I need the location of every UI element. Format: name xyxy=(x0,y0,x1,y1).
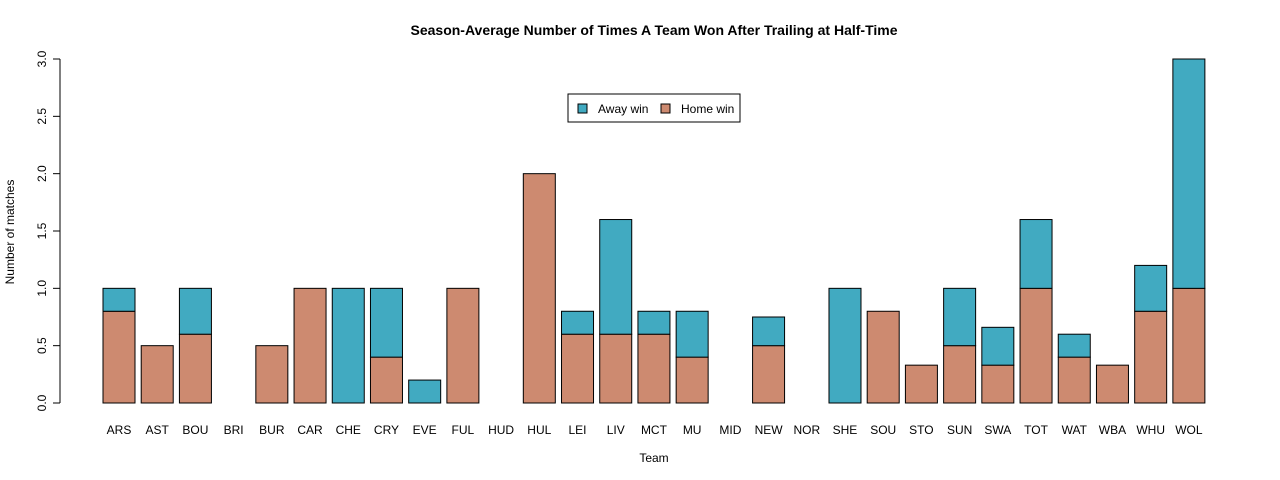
x-tick-label-ast: AST xyxy=(146,423,170,437)
x-tick-label-she: SHE xyxy=(833,423,858,437)
x-tick-label-mu: MU xyxy=(683,423,702,437)
bar-away-win-new xyxy=(752,316,786,347)
bar-away-win-swa xyxy=(981,326,1015,366)
bar-home-win-wba xyxy=(1095,364,1129,404)
bar-away-win-lei xyxy=(561,310,595,335)
y-tick-label: 2.5 xyxy=(35,108,49,125)
x-tick-label-mid: MID xyxy=(719,423,741,437)
bar-away-win-sun xyxy=(943,287,977,347)
x-tick-labels: ARS AST BOU BRI BUR CAR CHE CRY EVE FUL HUD HUL LEI L… xyxy=(107,423,1203,437)
x-tick-label-wol: WOL xyxy=(1175,423,1203,437)
x-tick-label-ars: ARS xyxy=(107,423,132,437)
bar-away-win-whu xyxy=(1134,264,1168,312)
y-tick-label: 2.0 xyxy=(35,165,49,182)
x-tick-label-hul: HUL xyxy=(527,423,551,437)
x-tick-label-lei: LEI xyxy=(569,423,587,437)
bars-group xyxy=(102,58,1206,404)
bar-home-win-bou xyxy=(178,333,212,404)
x-tick-label-cry: CRY xyxy=(374,423,399,437)
y-axis: 0.0 0.5 1.0 1.5 2.0 2.5 3.0 xyxy=(35,50,61,411)
bar-away-win-bou xyxy=(178,287,212,335)
x-tick-label-swa: SWA xyxy=(984,423,1011,437)
y-tick-label: 0.5 xyxy=(35,337,49,354)
legend: Away win Home win xyxy=(567,93,741,123)
x-tick-label-wat: WAT xyxy=(1062,423,1088,437)
x-tick-label-sou: SOU xyxy=(870,423,896,437)
bar-away-win-cry xyxy=(369,287,403,358)
x-tick-label-bri: BRI xyxy=(224,423,244,437)
bar-away-win-che xyxy=(331,287,365,404)
bar-away-win-she xyxy=(828,287,862,404)
y-tick-label: 0.0 xyxy=(35,394,49,411)
x-tick-label-bou: BOU xyxy=(182,423,208,437)
bar-home-win-wat xyxy=(1057,356,1091,404)
x-tick-label-whu: WHU xyxy=(1136,423,1165,437)
bar-home-win-whu xyxy=(1134,310,1168,404)
bar-away-win-mu xyxy=(675,310,709,358)
bar-home-win-bur xyxy=(255,345,289,404)
bar-home-win-ast xyxy=(140,345,174,404)
y-tick-label: 3.0 xyxy=(35,50,49,67)
x-tick-label-tot: TOT xyxy=(1024,423,1048,437)
bar-away-win-wol xyxy=(1172,58,1206,289)
bar-home-win-swa xyxy=(981,364,1015,404)
legend-swatch-away-win xyxy=(577,103,588,114)
x-tick-label-nor: NOR xyxy=(793,423,820,437)
x-tick-label-bur: BUR xyxy=(259,423,285,437)
y-tick-label: 1.0 xyxy=(35,280,49,297)
x-tick-label-eve: EVE xyxy=(413,423,437,437)
bar-away-win-ars xyxy=(102,287,136,312)
bar-home-win-lei xyxy=(561,333,595,404)
x-tick-label-new: NEW xyxy=(755,423,784,437)
bar-home-win-wol xyxy=(1172,287,1206,404)
bar-home-win-mct xyxy=(637,333,671,404)
legend-label-away-win: Away win xyxy=(598,102,648,116)
bar-home-win-sto xyxy=(904,364,938,404)
bar-home-win-sou xyxy=(866,310,900,404)
bar-home-win-new xyxy=(752,345,786,404)
bar-home-win-car xyxy=(293,287,327,404)
x-tick-label-ful: FUL xyxy=(452,423,475,437)
bar-home-win-tot xyxy=(1019,287,1053,404)
bar-away-win-wat xyxy=(1057,333,1091,358)
bar-home-win-mu xyxy=(675,356,709,404)
y-axis-label: Number of matches xyxy=(3,180,17,285)
chart-title: Season-Average Number of Times A Team Wo… xyxy=(411,22,898,38)
x-tick-label-sun: SUN xyxy=(947,423,972,437)
x-tick-label-wba: WBA xyxy=(1099,423,1126,437)
bar-away-win-eve xyxy=(408,379,442,404)
bar-away-win-liv xyxy=(599,219,633,335)
x-tick-label-sto: STO xyxy=(909,423,933,437)
bar-home-win-liv xyxy=(599,333,633,404)
bar-home-win-ful xyxy=(446,287,480,404)
bar-home-win-hul xyxy=(522,173,556,404)
x-tick-label-liv: LIV xyxy=(607,423,625,437)
x-tick-label-car: CAR xyxy=(297,423,323,437)
y-tick-label: 1.5 xyxy=(35,222,49,239)
x-tick-label-hud: HUD xyxy=(488,423,514,437)
bar-away-win-tot xyxy=(1019,219,1053,289)
bar-away-win-mct xyxy=(637,310,671,335)
x-axis-label: Team xyxy=(639,451,668,465)
bar-home-win-sun xyxy=(943,345,977,404)
x-tick-label-mct: MCT xyxy=(641,423,668,437)
bar-home-win-ars xyxy=(102,310,136,404)
x-tick-label-che: CHE xyxy=(336,423,361,437)
legend-swatch-home-win xyxy=(660,103,671,114)
legend-label-home-win: Home win xyxy=(681,102,734,116)
bar-home-win-cry xyxy=(369,356,403,404)
legend-box xyxy=(567,93,741,123)
